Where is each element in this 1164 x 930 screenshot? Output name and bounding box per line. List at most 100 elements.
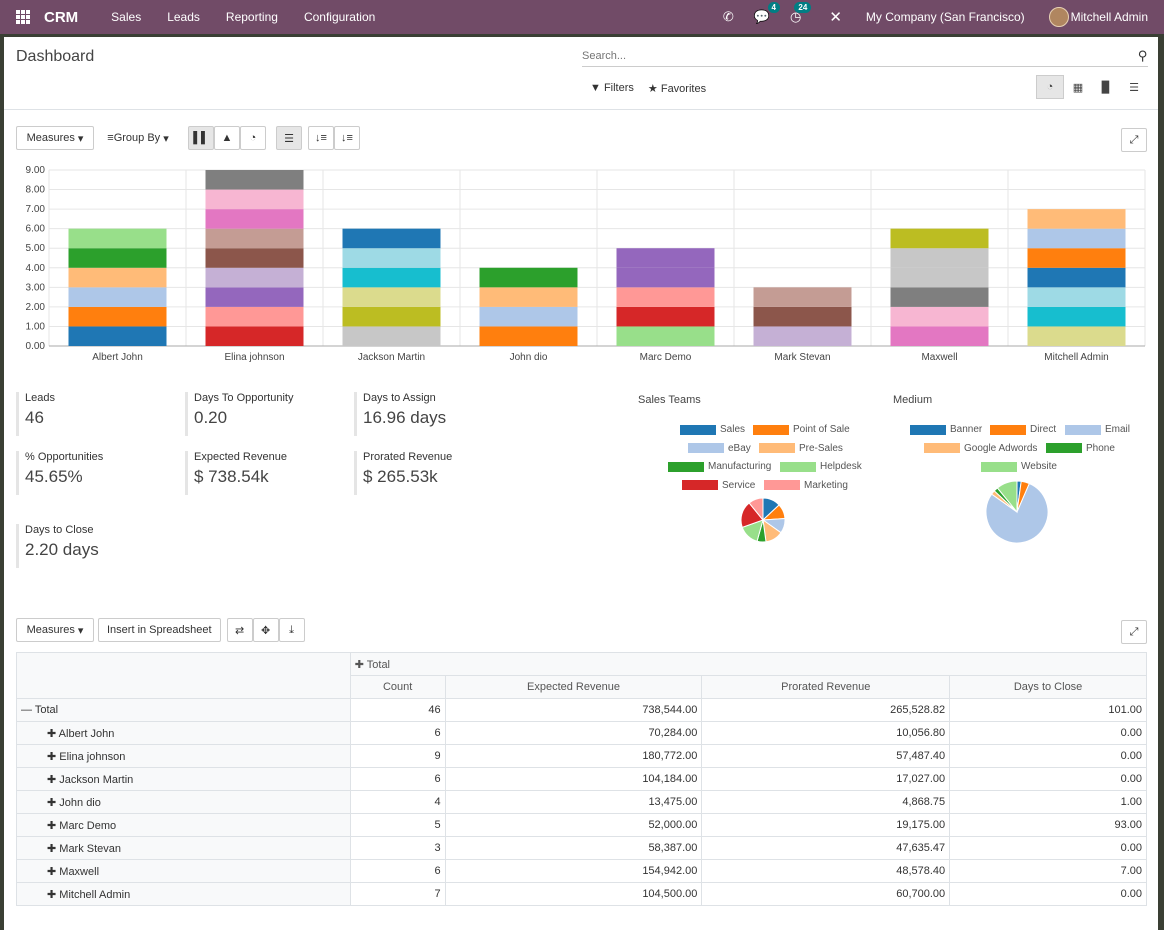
cell-prorated-revenue[interactable]: 17,027.00 [701,767,951,791]
graph-view-button[interactable]: ▉ [1092,75,1120,99]
cell-expected-revenue[interactable]: 13,475.00 [444,790,703,814]
bar-segment[interactable] [342,287,441,307]
bar-segment[interactable] [1027,306,1126,327]
menu-leads[interactable]: Leads [167,10,200,24]
phone-icon[interactable]: ✆ [722,9,734,24]
pivot-row-header[interactable]: ✚ Maxwell [16,859,351,883]
bar-segment[interactable] [342,228,441,249]
pivot-row-header[interactable]: ✚ John dio [16,790,351,814]
bar-segment[interactable] [616,326,715,346]
legend-item[interactable]: Pre-Sales [759,443,843,454]
cell-prorated-revenue[interactable]: 10,056.80 [701,721,951,745]
bar-segment[interactable] [753,326,852,346]
bar-segment[interactable] [1027,248,1126,268]
cell-days-to-close[interactable]: 0.00 [949,744,1147,768]
pivot-row-header[interactable]: ✚ Elina johnson [16,744,351,768]
menu-reporting[interactable]: Reporting [225,10,278,24]
app-menu-icon[interactable] [16,10,32,24]
legend-item[interactable]: Sales [680,424,745,435]
bar-segment[interactable] [890,248,989,268]
bar-segment[interactable] [890,287,989,307]
bar-segment[interactable] [205,287,304,307]
total-expected-revenue[interactable]: 738,544.00 [444,698,703,722]
bar-segment[interactable] [68,267,167,288]
pie-slice[interactable] [748,497,764,522]
pivot-row-total[interactable]: — Total [16,698,351,722]
cell-prorated-revenue[interactable]: 57,487.40 [701,744,951,768]
cell-prorated-revenue[interactable]: 4,868.75 [701,790,951,814]
cell-days-to-close[interactable]: 0.00 [949,882,1147,906]
cell-expected-revenue[interactable]: 104,184.00 [444,767,703,791]
bar-segment[interactable] [68,326,167,346]
pivot-row-header[interactable]: ✚ Mark Stevan [16,836,351,860]
bar-segment[interactable] [205,248,304,268]
cell-days-to-close[interactable]: 0.00 [949,721,1147,745]
bar-chart-button[interactable]: ▌▌ [188,126,214,150]
legend-item[interactable]: Direct [990,424,1056,435]
bar-segment[interactable] [205,306,304,327]
total-count[interactable]: 46 [349,698,446,722]
graph-expand-button[interactable]: ⤢ [1121,128,1147,152]
debug-tools-icon[interactable]: ✕ [829,9,842,26]
cell-prorated-revenue[interactable]: 48,578.40 [701,859,951,883]
cell-count[interactable]: 6 [349,859,446,883]
kpi-leads[interactable]: Leads 46 [16,392,55,436]
legend-item[interactable]: Manufacturing [668,461,771,472]
stacked-button[interactable]: ☰ [276,126,302,150]
filters-dropdown[interactable]: ▼ Filters [590,82,634,95]
line-chart-button[interactable]: ▲ [214,126,240,150]
bar-segment[interactable] [68,287,167,307]
bar-segment[interactable] [205,209,304,229]
legend-item[interactable]: Marketing [764,480,848,491]
pivot-measures-button[interactable]: Measures ▾ [16,618,94,642]
cell-count[interactable]: 3 [349,836,446,860]
kpi-opportunities-pct[interactable]: % Opportunities 45.65% [16,451,103,495]
cell-count[interactable]: 5 [349,813,446,837]
app-brand[interactable]: CRM [44,8,79,26]
legend-item[interactable]: Service [682,480,755,491]
cell-days-to-close[interactable]: 7.00 [949,859,1147,883]
dashboard-view-button[interactable]: ◔ [1036,75,1064,99]
pivot-row-header[interactable]: ✚ Jackson Martin [16,767,351,791]
bar-segment[interactable] [479,306,578,327]
pivot-col-total[interactable]: ✚ Total [349,652,1148,676]
total-days-to-close[interactable]: 101.00 [949,698,1147,722]
cell-count[interactable]: 7 [349,882,446,906]
pivot-header-prorated-revenue[interactable]: Prorated Revenue [701,675,951,699]
bar-segment[interactable] [616,267,715,288]
activity-clock-icon[interactable]: ◷ 24 [790,2,812,25]
flip-axis-button[interactable]: ⇄ [226,618,253,642]
bar-segment[interactable] [753,306,852,327]
legend-item[interactable]: Banner [910,424,982,435]
pivot-expand-button[interactable]: ⤢ [1121,620,1147,644]
bar-segment[interactable] [205,170,304,190]
bar-segment[interactable] [205,189,304,210]
search-icon[interactable]: ⚲ [1138,47,1148,63]
bar-segment[interactable] [205,267,304,288]
bar-segment[interactable] [342,248,441,268]
bar-segment[interactable] [205,326,304,346]
cell-count[interactable]: 9 [349,744,446,768]
pivot-header-count[interactable]: Count [349,675,446,699]
cell-expected-revenue[interactable]: 58,387.00 [444,836,703,860]
cell-expected-revenue[interactable]: 104,500.00 [444,882,703,906]
pie-slice[interactable] [996,480,1018,514]
company-switcher[interactable]: My Company (San Francisco) [865,10,1025,24]
pivot-header-expected-revenue[interactable]: Expected Revenue [444,675,703,699]
bar-segment[interactable] [479,267,578,288]
expand-all-button[interactable]: ✥ [252,618,279,642]
cell-prorated-revenue[interactable]: 19,175.00 [701,813,951,837]
pie-chart-button[interactable]: ◔ [240,126,266,150]
insert-spreadsheet-button[interactable]: Insert in Spreadsheet [98,618,221,642]
bar-segment[interactable] [205,228,304,249]
avatar[interactable] [1048,7,1069,27]
legend-item[interactable]: Website [981,461,1057,472]
group-by-button[interactable]: ≡ Group By ▾ [98,126,178,150]
bar-segment[interactable] [68,306,167,327]
graph-measures-button[interactable]: Measures ▾ [16,126,94,150]
legend-item[interactable]: Phone [1046,443,1115,454]
cell-count[interactable]: 4 [349,790,446,814]
bar-segment[interactable] [616,287,715,307]
menu-configuration[interactable]: Configuration [303,10,376,24]
bar-segment[interactable] [1027,228,1126,249]
